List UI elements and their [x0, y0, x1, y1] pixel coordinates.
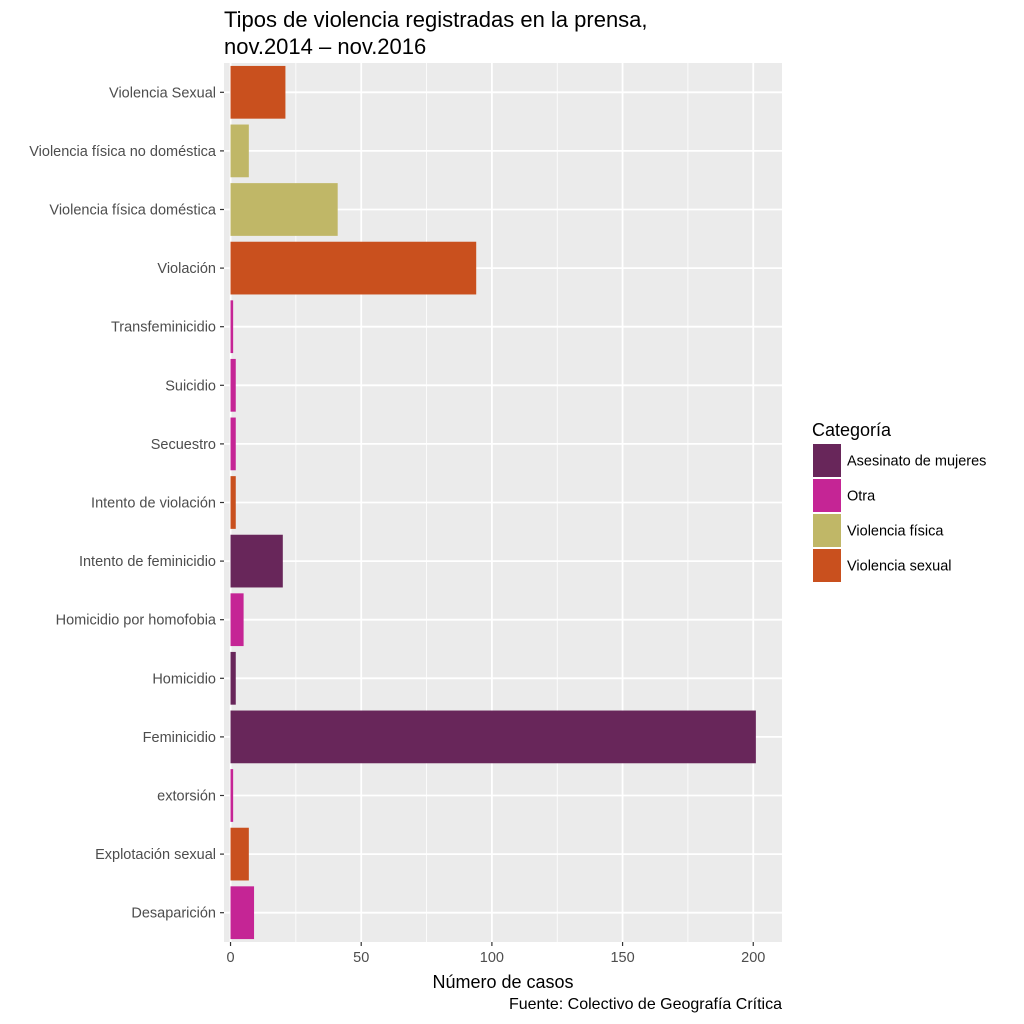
x-tick-label: 0: [226, 950, 234, 966]
legend-key: [813, 549, 841, 582]
y-axis: Violencia Sexual Violencia física no domé…: [29, 85, 224, 922]
bar: [230, 124, 249, 178]
legend-key: [813, 479, 841, 512]
y-tick-label: Intento de feminicidio: [79, 554, 216, 570]
legend-key: [813, 514, 841, 547]
chart-title: Tipos de violencia registradas en la pre…: [224, 6, 648, 60]
bars: [230, 65, 756, 940]
bar: [230, 183, 338, 236]
y-tick-label: Explotación sexual: [95, 847, 216, 863]
bar: [230, 593, 244, 647]
legend-label: Otra: [847, 489, 876, 505]
legend-label: Violencia sexual: [847, 559, 952, 575]
chart-title-line-2: nov.2014 – nov.2016: [224, 34, 427, 59]
bar: [230, 417, 236, 471]
x-axis-title: Número de casos: [432, 972, 573, 992]
y-tick-label: Transfeminicidio: [111, 320, 216, 336]
bar: [230, 476, 236, 529]
y-tick-label: Homicidio por homofobia: [56, 613, 217, 629]
legend-label: Violencia física: [847, 524, 944, 540]
y-tick-label: Secuestro: [151, 437, 216, 453]
bar: [230, 65, 286, 119]
bar: [230, 710, 756, 764]
x-axis: 0 50 100 150 200: [226, 942, 765, 966]
legend-title: Categoría: [812, 420, 892, 440]
y-tick-label: Violencia física doméstica: [49, 203, 217, 219]
x-tick-label: 150: [610, 950, 634, 966]
legend: Categoría Asesinato de mujeres Otra Violen…: [812, 420, 986, 582]
y-tick-label: Feminicidio: [143, 730, 216, 746]
bar: [230, 241, 477, 295]
bar: [230, 769, 234, 822]
y-tick-label: extorsión: [157, 789, 216, 805]
y-tick-label: Violación: [157, 261, 216, 277]
legend-key: [813, 444, 841, 477]
legend-label: Asesinato de mujeres: [847, 454, 986, 470]
y-tick-label: Violencia Sexual: [109, 85, 216, 101]
x-tick-label: 50: [353, 950, 369, 966]
bar: [230, 358, 236, 412]
y-tick-label: Desaparición: [131, 906, 216, 922]
bar: [230, 300, 234, 354]
bar: [230, 534, 283, 588]
y-tick-label: Suicidio: [165, 378, 216, 394]
x-tick-label: 100: [480, 950, 504, 966]
bar: [230, 827, 249, 881]
chart-title-line-1: Tipos de violencia registradas en la pre…: [224, 7, 648, 32]
x-tick-label: 200: [741, 950, 765, 966]
y-tick-label: Intento de violación: [91, 496, 216, 512]
y-tick-label: Homicidio: [152, 671, 216, 687]
bar: [230, 651, 236, 705]
chart-caption: Fuente: Colectivo de Geografía Crítica: [509, 996, 782, 1013]
bar: [230, 886, 255, 940]
y-tick-label: Violencia física no doméstica: [29, 144, 217, 160]
